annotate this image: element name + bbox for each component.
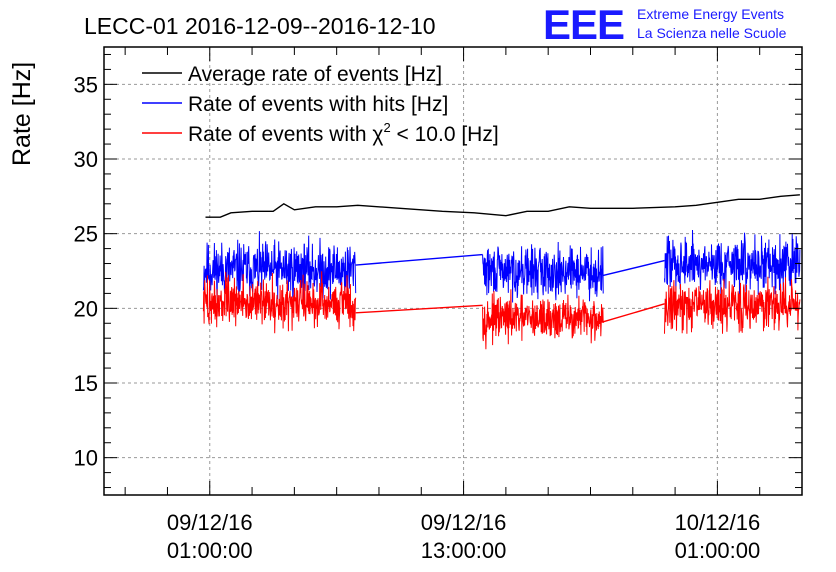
legend-label-average: Average rate of events [Hz]	[188, 63, 442, 86]
y-axis-label: Rate [Hz]	[8, 62, 36, 166]
series-segment-hits	[664, 229, 801, 296]
logo-mark: EEE	[543, 1, 624, 48]
series-link-chi2	[355, 304, 483, 314]
legend: Average rate of events [Hz] Rate of event…	[142, 63, 499, 146]
series-segment-hits	[202, 231, 357, 307]
legend-label-chi2: Rate of events with χ2 < 10.0 [Hz]	[188, 120, 499, 146]
legend-label-superscript: 2	[383, 120, 390, 135]
legend-label-text: < 10.0 [Hz]	[391, 123, 499, 146]
series-line-average	[205, 194, 800, 218]
series-chi2	[202, 271, 801, 350]
series-link-chi2	[602, 303, 665, 323]
logo-line-1: Extreme Energy Events	[637, 6, 784, 22]
legend-label-text: Rate of events with χ	[188, 123, 383, 146]
x-tick-date: 09/12/16	[167, 510, 253, 535]
series-segment-hits	[482, 241, 604, 303]
x-tick-time: 13:00:00	[421, 538, 507, 563]
series-link-hits	[603, 259, 665, 277]
logo-line-2: La Scienza nelle Scuole	[637, 25, 787, 41]
plot-frame	[103, 46, 803, 496]
y-tick-label: 15	[74, 371, 98, 396]
x-tick-time: 01:00:00	[675, 538, 761, 563]
series-segment-chi2	[482, 289, 604, 350]
legend-label-hits: Rate of events with hits [Hz]	[188, 93, 448, 116]
chart-title: LECC-01 2016-12-09--2016-12-10	[84, 13, 436, 39]
x-tick-date: 10/12/16	[675, 510, 761, 535]
eee-logo: EEE Extreme Energy Events La Scienza nel…	[543, 1, 787, 48]
series-segment-chi2	[664, 276, 801, 334]
series-layer	[202, 194, 801, 350]
y-tick-label: 25	[74, 222, 98, 247]
y-tick-label: 20	[74, 296, 98, 321]
axes: 10 15 20 25 30 35 09/12/16 01:00:00 09/12/16 13:0…	[74, 46, 803, 563]
x-tick-time: 01:00:00	[167, 538, 253, 563]
series-link-hits	[355, 253, 483, 266]
y-tick-label: 30	[74, 147, 98, 172]
x-tick-date: 09/12/16	[421, 510, 507, 535]
series-segment-chi2	[202, 271, 357, 334]
y-tick-label: 10	[74, 446, 98, 471]
series-hits	[202, 229, 801, 307]
y-tick-label: 35	[74, 72, 98, 97]
